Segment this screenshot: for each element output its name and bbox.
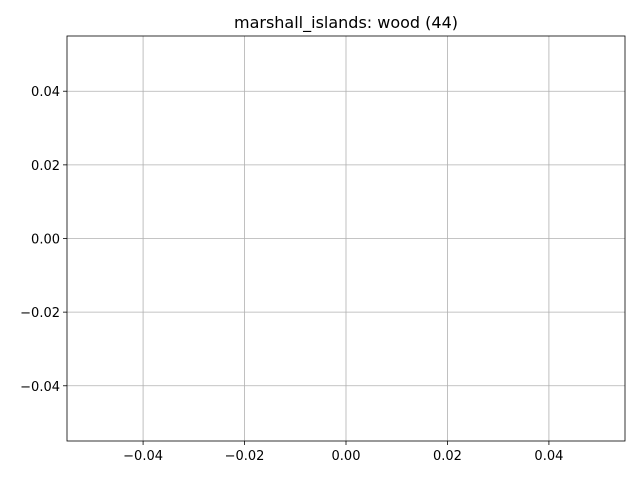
plot-area: −0.04 −0.02 0.00 0.02 0.04 −0.04 −0.02 0.00 0.02… xyxy=(20,35,626,464)
y-tick-label: −0.04 xyxy=(20,380,60,395)
y-tick-label: −0.02 xyxy=(20,306,60,321)
y-tick-label: 0.00 xyxy=(31,233,60,248)
x-tick-label: −0.04 xyxy=(123,449,163,464)
x-tick-label: 0.00 xyxy=(332,449,361,464)
x-tick-label: 0.02 xyxy=(433,449,462,464)
chart-title: marshall_islands: wood (44) xyxy=(234,13,458,33)
x-tick-label: −0.02 xyxy=(225,449,265,464)
x-tick-label: 0.04 xyxy=(534,449,563,464)
y-tick-label: 0.02 xyxy=(31,159,60,174)
y-tick-label: 0.04 xyxy=(31,85,60,100)
axes-frame xyxy=(66,35,626,442)
